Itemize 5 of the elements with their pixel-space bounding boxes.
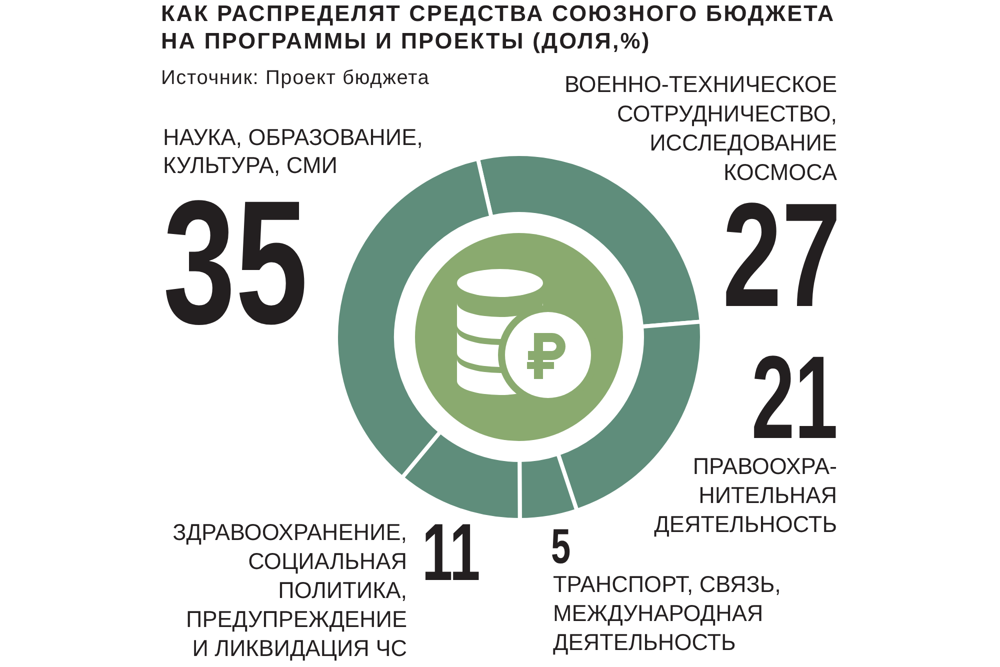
slice-label: ЗДРАВООХРАНЕНИЕ, СОЦИАЛЬНАЯ ПОЛИТИКА, ПРЕДУПРЕЖДЕНИЕ И ЛИКВИДАЦИЯ ЧС	[172, 518, 407, 662]
slice-label: НАУКА, ОБРАЗОВАНИЕ, КУЛЬТУРА, СМИ	[163, 124, 423, 178]
data-label: 11	[422, 506, 480, 598]
chart-title: КАК РАСПРЕДЕЛЯТ СРЕДСТВА СОЮЗНОГО БЮДЖЕТА НА ПРОГРАММЫ И ПРОЕКТЫ (ДОЛЯ,%)	[161, 1, 836, 54]
text: Источник: Проект бюджета	[161, 67, 430, 89]
